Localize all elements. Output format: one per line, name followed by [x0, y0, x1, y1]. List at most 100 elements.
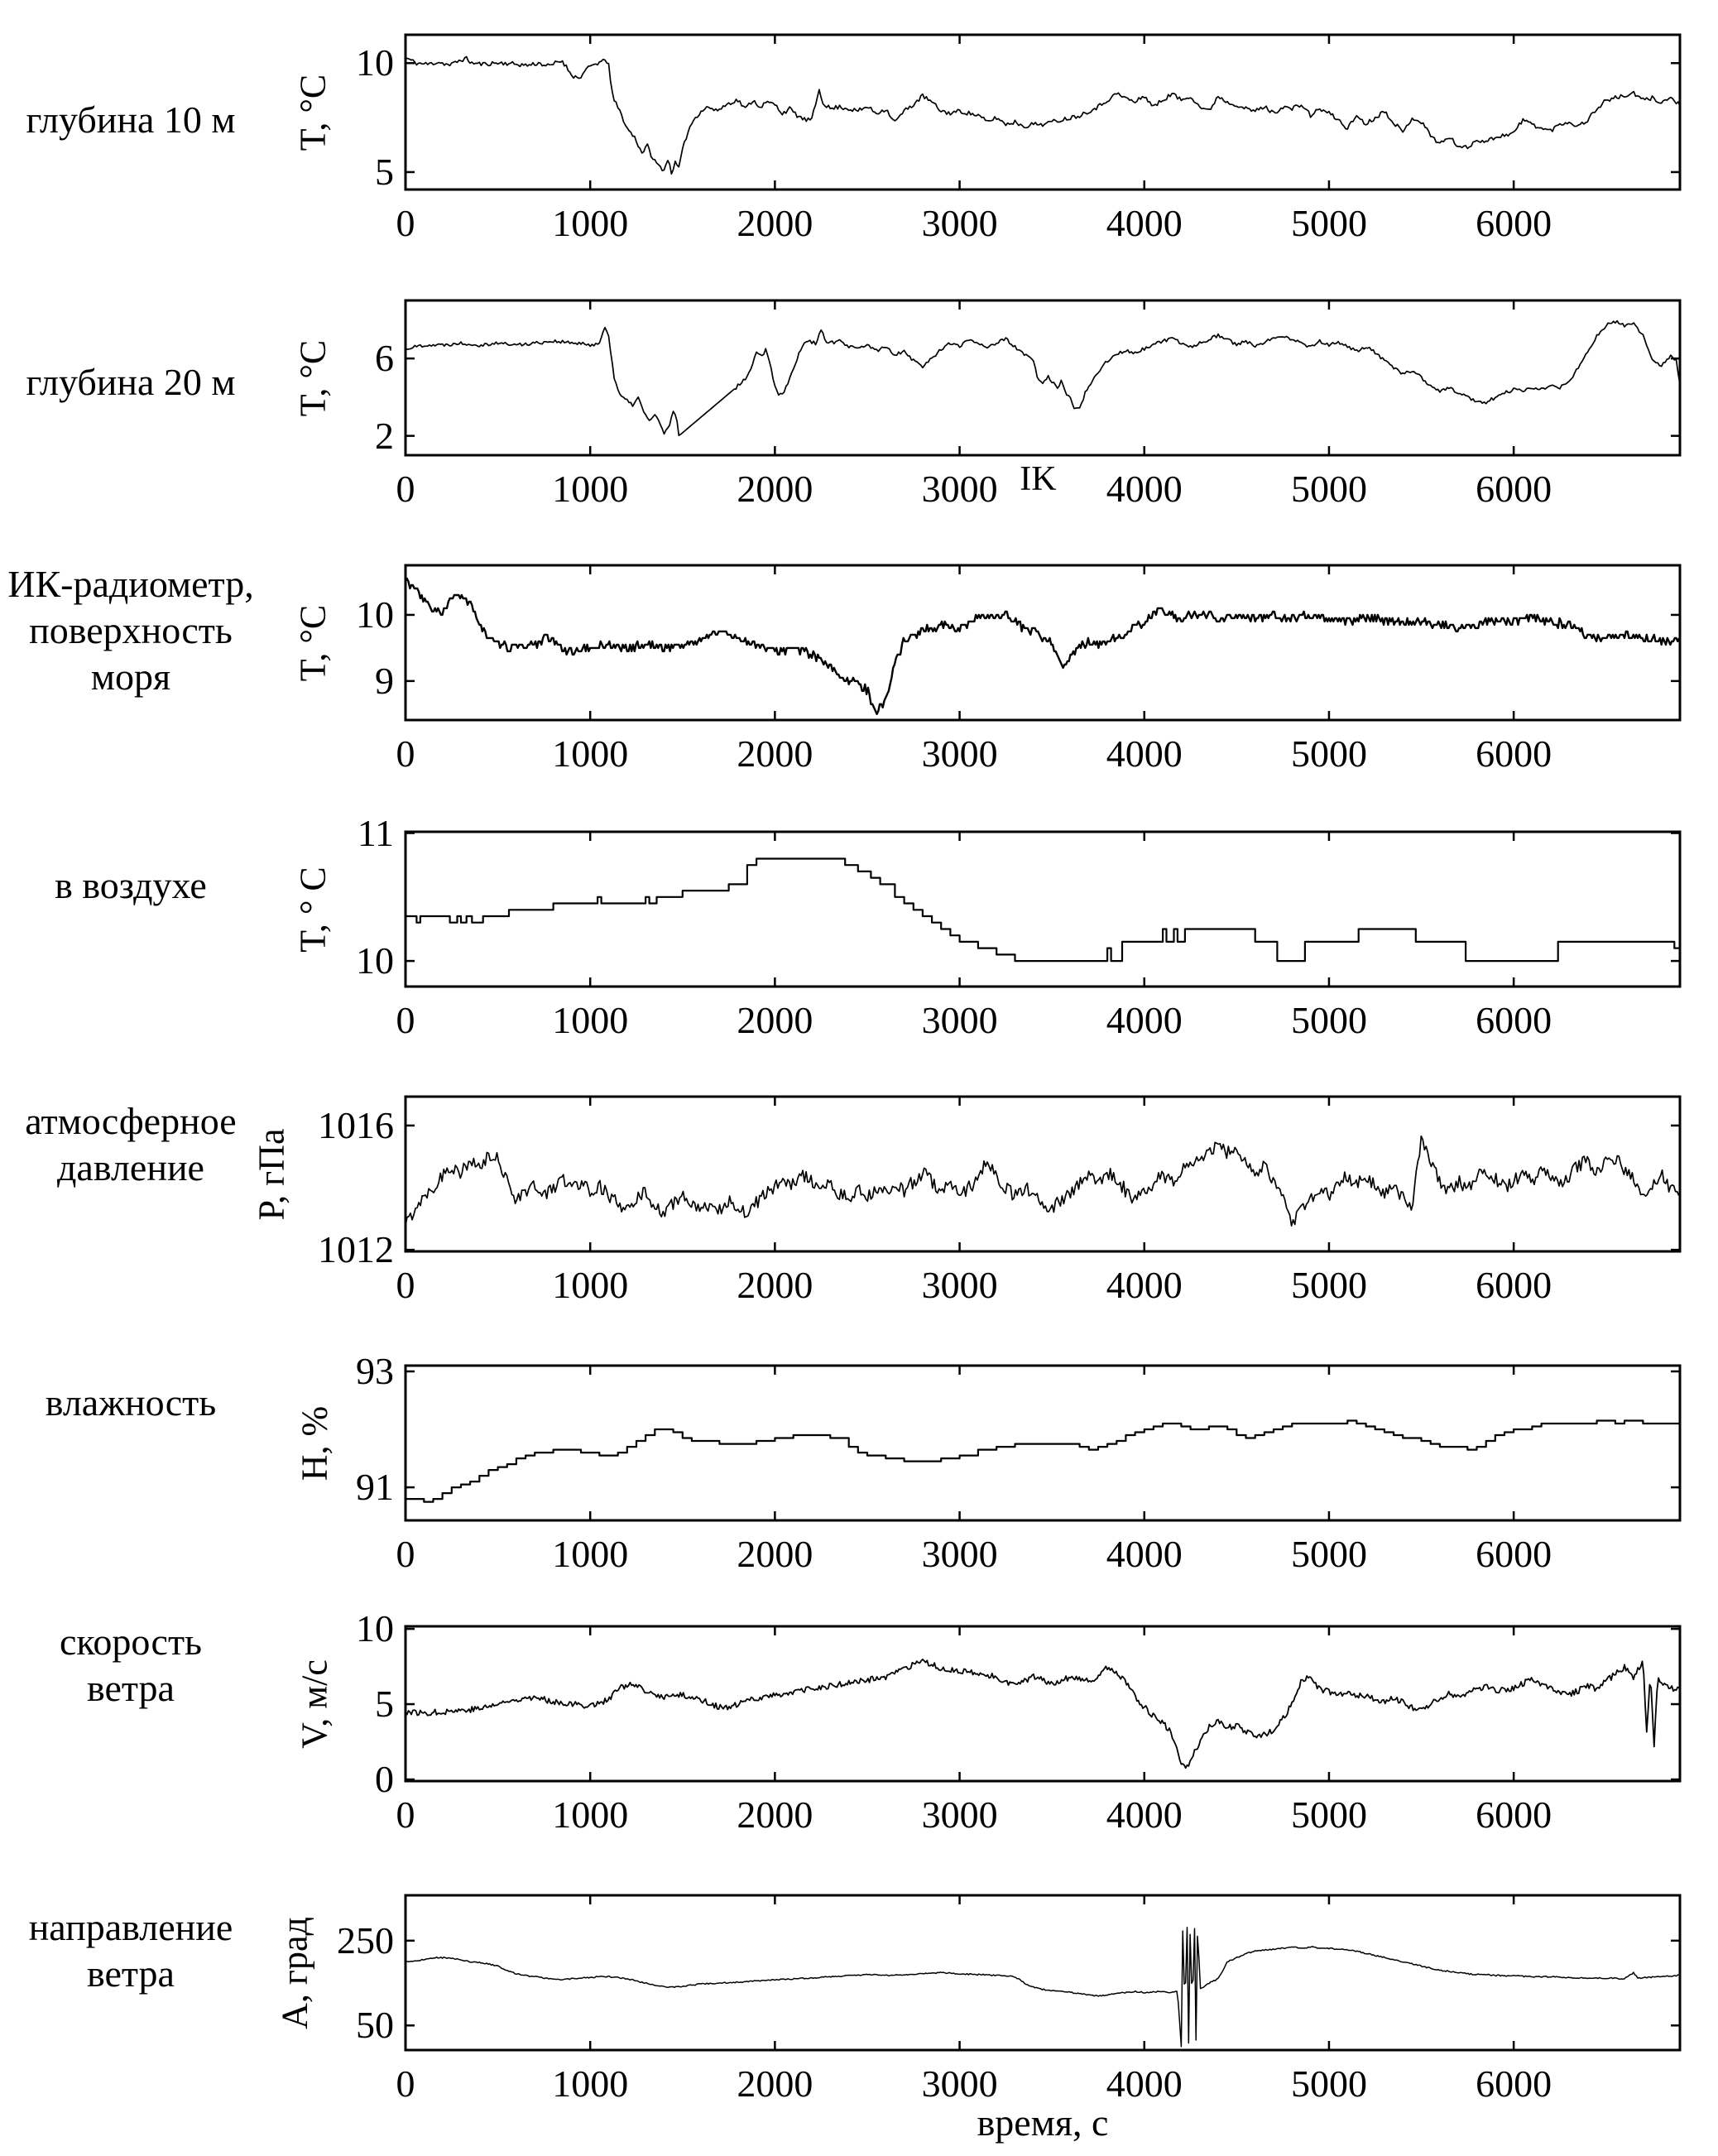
x-tick-label-depth10-1000: 1000 — [552, 202, 629, 244]
y-tick-label-humidity-91: 91 — [356, 1466, 394, 1509]
x-tick-label-pressure-5000: 5000 — [1290, 1264, 1367, 1306]
x-tick-label-pressure-4000: 4000 — [1106, 1264, 1183, 1306]
x-tick-label-wind-direction-6000: 6000 — [1476, 2062, 1552, 2105]
x-tick-label-depth10-0: 0 — [396, 202, 415, 244]
y-tick-label-wind-direction-250: 250 — [337, 1918, 394, 1962]
x-tick-label-wind-direction-1000: 1000 — [552, 2062, 629, 2105]
x-tick-label-wind-direction-5000: 5000 — [1290, 2062, 1367, 2105]
x-tick-label-air-temp-4000: 4000 — [1106, 999, 1183, 1041]
plot-area-depth20 — [404, 299, 1682, 457]
annotation-ik-label: IK — [1020, 460, 1057, 498]
data-series-pressure — [405, 1135, 1680, 1227]
y-tick-label-wind-speed-10: 10 — [356, 1607, 394, 1650]
x-tick-label-humidity-5000: 5000 — [1290, 1533, 1367, 1575]
y-tick-label-depth20-2: 2 — [375, 414, 394, 457]
y-tick-label-ir-radiometer-10: 10 — [356, 593, 394, 636]
x-tick-label-pressure-1000: 1000 — [552, 1264, 629, 1306]
x-tick-label-humidity-4000: 4000 — [1106, 1533, 1183, 1575]
x-tick-label-depth10-4000: 4000 — [1106, 202, 1183, 244]
y-axis-label-air-temp: T, ° C — [292, 866, 334, 953]
x-tick-label-air-temp-5000: 5000 — [1290, 999, 1367, 1041]
y-tick-label-air-temp-11: 11 — [357, 811, 394, 854]
plot-area-air-temp — [404, 830, 1682, 988]
x-tick-label-wind-speed-6000: 6000 — [1476, 1793, 1552, 1836]
data-series-depth20 — [405, 319, 1681, 436]
x-tick-label-wind-speed-5000: 5000 — [1290, 1793, 1367, 1836]
y-tick-label-humidity-93: 93 — [356, 1350, 394, 1392]
y-tick-label-depth20-6: 6 — [375, 337, 394, 380]
axes-box-air-temp — [404, 830, 1682, 988]
x-tick-label-depth20-5000: 5000 — [1290, 468, 1367, 510]
panel-caption-ir-radiometer: ИК-радиометр, поверхность моря — [7, 563, 254, 699]
axes-box-depth20 — [404, 299, 1682, 457]
x-tick-label-humidity-0: 0 — [396, 1533, 415, 1575]
x-tick-label-humidity-2000: 2000 — [737, 1533, 813, 1575]
x-tick-label-wind-speed-3000: 3000 — [921, 1793, 998, 1836]
x-tick-label-depth10-6000: 6000 — [1476, 202, 1552, 244]
y-tick-label-depth10-5: 5 — [375, 150, 394, 193]
axes-box-depth10 — [404, 33, 1682, 191]
plot-area-depth10 — [404, 33, 1682, 191]
plot-area-ir-radiometer — [404, 564, 1682, 722]
x-tick-label-ir-radiometer-0: 0 — [396, 732, 415, 775]
x-tick-label-air-temp-6000: 6000 — [1476, 999, 1552, 1041]
x-tick-label-ir-radiometer-4000: 4000 — [1106, 732, 1183, 775]
axes-box-humidity — [404, 1364, 1682, 1522]
plot-area-wind-speed — [404, 1625, 1682, 1783]
y-tick-label-air-temp-10: 10 — [356, 939, 394, 982]
x-tick-label-depth20-1000: 1000 — [552, 468, 629, 510]
x-tick-label-wind-speed-0: 0 — [396, 1793, 415, 1836]
plot-area-humidity — [404, 1364, 1682, 1522]
x-axis-title: время, с — [977, 2101, 1109, 2144]
y-tick-label-pressure-1016: 1016 — [318, 1103, 394, 1146]
data-series-wind-direction — [406, 1926, 1680, 2048]
x-tick-label-pressure-3000: 3000 — [921, 1264, 998, 1306]
x-tick-label-wind-speed-1000: 1000 — [552, 1793, 629, 1836]
x-tick-label-wind-direction-0: 0 — [396, 2062, 415, 2105]
axes-box-pressure — [404, 1095, 1682, 1253]
x-tick-label-wind-direction-3000: 3000 — [921, 2062, 998, 2105]
panel-caption-air-temp: в воздухе — [55, 864, 207, 906]
x-tick-label-depth20-2000: 2000 — [737, 468, 813, 510]
x-tick-label-pressure-6000: 6000 — [1476, 1264, 1552, 1306]
x-tick-label-ir-radiometer-3000: 3000 — [921, 732, 998, 775]
x-tick-label-ir-radiometer-2000: 2000 — [737, 732, 813, 775]
x-tick-label-depth20-4000: 4000 — [1106, 468, 1183, 510]
y-tick-label-wind-speed-5: 5 — [375, 1683, 394, 1726]
y-tick-label-wind-speed-0: 0 — [375, 1757, 394, 1800]
x-tick-label-wind-direction-2000: 2000 — [737, 2062, 813, 2105]
y-tick-label-wind-direction-50: 50 — [356, 2004, 394, 2047]
y-tick-label-ir-radiometer-9: 9 — [375, 659, 394, 702]
x-tick-label-wind-speed-4000: 4000 — [1106, 1793, 1183, 1836]
data-series-wind-speed — [405, 1659, 1680, 1769]
x-tick-label-humidity-6000: 6000 — [1476, 1533, 1552, 1575]
x-tick-label-humidity-1000: 1000 — [552, 1533, 629, 1575]
data-series-depth10 — [405, 55, 1681, 175]
x-tick-label-pressure-2000: 2000 — [737, 1264, 813, 1306]
panel-caption-depth20: глубина 20 м — [26, 361, 236, 403]
x-tick-label-wind-direction-4000: 4000 — [1106, 2062, 1183, 2105]
y-tick-label-pressure-1012: 1012 — [318, 1228, 394, 1271]
plot-area-pressure — [404, 1095, 1682, 1253]
x-tick-label-ir-radiometer-1000: 1000 — [552, 732, 629, 775]
panel-caption-wind-direction: направление ветра — [28, 1906, 233, 1995]
x-tick-label-depth20-0: 0 — [396, 468, 415, 510]
x-tick-label-ir-radiometer-5000: 5000 — [1290, 732, 1367, 775]
panel-caption-pressure: атмосферное давление — [25, 1100, 237, 1189]
data-series-humidity — [406, 1419, 1680, 1503]
axes-box-wind-direction — [404, 1894, 1682, 2052]
panel-caption-humidity: влажность — [45, 1381, 217, 1424]
data-series-air-temp — [406, 857, 1682, 963]
x-tick-label-depth10-5000: 5000 — [1290, 202, 1367, 244]
x-tick-label-depth20-6000: 6000 — [1476, 468, 1552, 510]
x-tick-label-air-temp-0: 0 — [396, 999, 415, 1041]
x-tick-label-depth20-3000: 3000 — [921, 468, 998, 510]
x-tick-label-air-temp-2000: 2000 — [737, 999, 813, 1041]
panel-caption-depth10: глубина 10 м — [26, 98, 236, 141]
x-tick-label-ir-radiometer-6000: 6000 — [1476, 732, 1552, 775]
x-tick-label-depth10-3000: 3000 — [921, 202, 998, 244]
x-tick-label-wind-speed-2000: 2000 — [737, 1793, 813, 1836]
y-tick-label-depth10-10: 10 — [356, 41, 394, 84]
data-series-ir-radiometer — [406, 577, 1681, 716]
